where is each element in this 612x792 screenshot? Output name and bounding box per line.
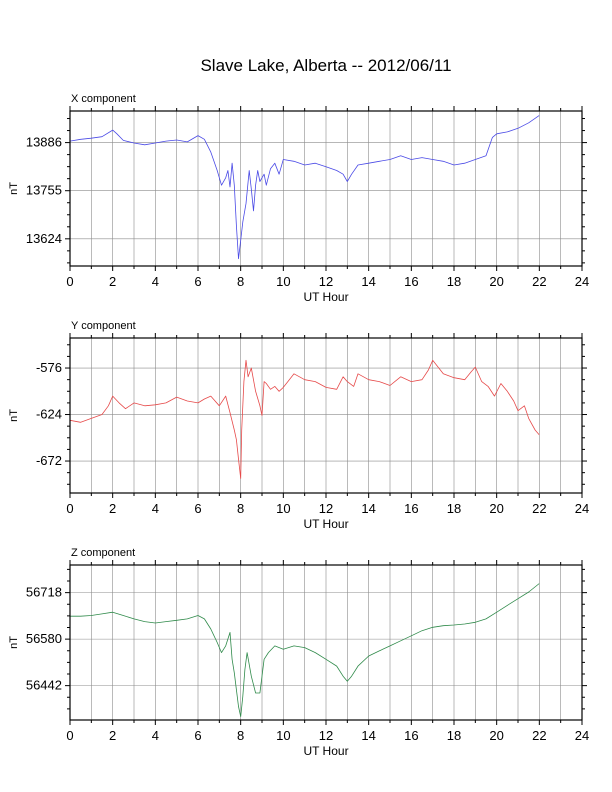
data-series-line: [69, 359, 540, 479]
panel-title: Z component: [71, 547, 135, 559]
y-tick-label: -576: [36, 360, 62, 375]
y-tick-label: -624: [36, 407, 62, 422]
x-tick-label: 16: [404, 501, 418, 516]
y-tick-label: 56580: [26, 631, 62, 646]
x-tick-label: 0: [66, 274, 73, 289]
x-tick-label: 16: [404, 728, 418, 743]
x-tick-label: 8: [237, 728, 244, 743]
x-tick-label: 0: [66, 501, 73, 516]
x-tick-label: 14: [361, 501, 375, 516]
y-tick-label: 13755: [26, 183, 62, 198]
x-tick-label: 12: [319, 274, 333, 289]
y-axis-label: nT: [8, 636, 20, 649]
y-tick-label: 56442: [26, 678, 62, 693]
x-tick-label: 24: [575, 728, 589, 743]
y-tick-label: -672: [36, 453, 62, 468]
x-tick-label: 8: [237, 501, 244, 516]
x-tick-label: 6: [194, 274, 201, 289]
x-tick-label: 24: [575, 274, 589, 289]
x-tick-label: 2: [109, 501, 116, 516]
x-axis-label: UT Hour: [303, 744, 348, 758]
data-series-line: [70, 583, 540, 717]
x-tick-label: 4: [152, 501, 159, 516]
x-tick-label: 10: [276, 728, 290, 743]
x-tick-label: 18: [447, 274, 461, 289]
x-axis-label: UT Hour: [303, 290, 348, 304]
x-tick-label: 14: [361, 728, 375, 743]
x-tick-label: 2: [109, 274, 116, 289]
x-tick-label: 18: [447, 728, 461, 743]
panel-title: Y component: [71, 320, 136, 332]
x-tick-label: 12: [319, 728, 333, 743]
x-tick-label: 0: [66, 728, 73, 743]
x-tick-label: 22: [532, 501, 546, 516]
x-tick-label: 10: [276, 501, 290, 516]
x-tick-label: 6: [194, 501, 201, 516]
x-tick-label: 6: [194, 728, 201, 743]
y-axis-label: nT: [8, 409, 20, 422]
x-tick-label: 20: [489, 501, 503, 516]
y-tick-label: 56718: [26, 585, 62, 600]
x-tick-label: 20: [489, 274, 503, 289]
x-tick-label: 18: [447, 501, 461, 516]
x-tick-label: 4: [152, 728, 159, 743]
x-tick-label: 2: [109, 728, 116, 743]
data-series-line: [69, 115, 540, 260]
x-tick-label: 8: [237, 274, 244, 289]
y-axis-label: nT: [8, 182, 20, 195]
x-tick-label: 22: [532, 728, 546, 743]
panel-title: X component: [71, 93, 136, 105]
x-tick-label: 16: [404, 274, 418, 289]
x-tick-label: 10: [276, 274, 290, 289]
x-axis-label: UT Hour: [303, 517, 348, 531]
x-tick-label: 14: [361, 274, 375, 289]
y-tick-label: 13886: [26, 135, 62, 150]
page-title: Slave Lake, Alberta -- 2012/06/11: [200, 56, 452, 75]
y-tick-label: 13624: [26, 231, 62, 246]
x-tick-label: 20: [489, 728, 503, 743]
x-tick-label: 12: [319, 501, 333, 516]
x-tick-label: 24: [575, 501, 589, 516]
x-tick-label: 22: [532, 274, 546, 289]
x-tick-label: 4: [152, 274, 159, 289]
